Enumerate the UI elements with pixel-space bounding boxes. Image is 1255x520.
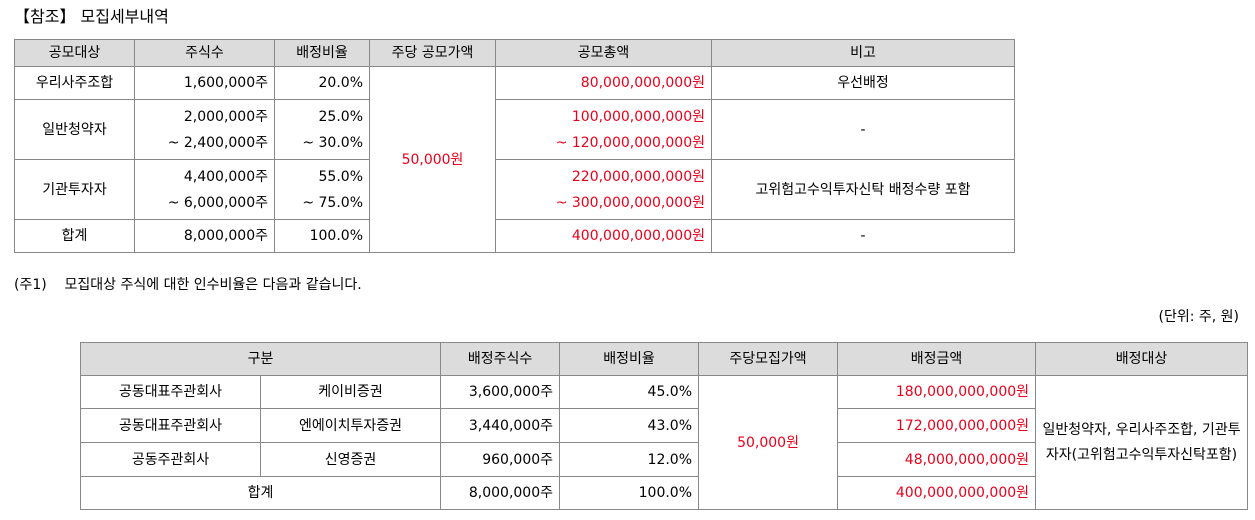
ratio-cell: 45.0% [559,375,700,409]
section-title: 【참조】 모집세부내역 [14,7,169,26]
header-ratio: 배정비율 [559,342,700,376]
target-cell: 합계 [14,219,135,253]
table-row: 공동대표주관회사 엔에이치투자증권 3,440,000주 43.0% 172,0… [80,408,1248,443]
total-cell: 400,000,000,000원 [495,219,712,253]
target-cell: 우리사주조합 [14,66,135,100]
remark-cell: 고위험고수익투자신탁 배정수량 포함 [711,159,1015,220]
table-header-row: 구분 배정주식수 배정비율 주당모집가액 배정금액 배정대상 [79,342,1249,376]
table-header-row: 공모대상 주식수 배정비율 주당 공모가액 공모총액 비고 [14,39,1015,67]
total-max: ~ 120,000,000,000원 [555,134,705,151]
header-remark: 비고 [711,39,1015,67]
total-max: ~ 300,000,000,000원 [555,194,705,211]
shares-max: ~ 6,000,000주 [167,194,268,211]
header-price: 주당모집가액 [698,342,839,376]
underwriting-table: 구분 배정주식수 배정비율 주당모집가액 배정금액 배정대상 공동대표주관회사 … [79,342,1249,510]
ratio-cell: 55.0% ~ 75.0% [274,159,370,220]
header-ratio: 배정비율 [274,39,370,67]
total-cell: 80,000,000,000원 [495,66,712,100]
firm-cell: 신영증권 [259,442,442,477]
shares-cell: 8,000,000주 [134,219,275,253]
shares-cell: 8,000,000주 [440,476,561,510]
table-row: 일반청약자 2,000,000주 ~ 2,400,000주 25.0% ~ 30… [14,99,1015,160]
header-target: 공모대상 [14,39,135,67]
ratio-cell: 25.0% ~ 30.0% [274,99,370,160]
firm-cell: 엔에이치투자증권 [259,408,442,443]
total-cell: 220,000,000,000원 ~ 300,000,000,000원 [495,159,712,220]
amount-cell: 48,000,000,000원 [837,442,1037,477]
header-price: 주당 공모가액 [369,39,496,67]
table-row: 공동대표주관회사 케이비증권 3,600,000주 45.0% 50,000원 … [80,375,1249,510]
shares-cell: 3,600,000주 [440,375,561,409]
unit-label: (단위: 주, 원) [1158,309,1239,325]
total-min: 100,000,000,000원 [571,108,705,125]
shares-min: 4,400,000주 [183,168,268,185]
ratio-cell: 12.0% [559,442,700,477]
table-row: 합계 8,000,000주 100.0% 400,000,000,000원 [79,476,1248,510]
shares-cell: 4,400,000주 ~ 6,000,000주 [134,159,275,220]
total-min: 220,000,000,000원 [571,168,705,185]
ratio-min: 55.0% [318,168,363,185]
role-cell: 공동대표주관회사 [80,375,261,409]
shares-max: ~ 2,400,000주 [167,134,268,151]
amount-cell: 180,000,000,000원 [837,375,1037,409]
header-target: 배정대상 [1035,342,1249,376]
shares-cell: 3,440,000주 [440,408,561,443]
shares-min: 2,000,000주 [183,108,268,125]
ratio-max: ~ 30.0% [302,134,363,151]
amount-cell: 400,000,000,000원 [837,476,1037,510]
remark-cell: 우선배정 [711,66,1015,100]
role-cell: 공동대표주관회사 [80,408,261,443]
remark-cell: - [711,219,1015,253]
ratio-cell: 20.0% [274,66,370,100]
table-row: 우리사주조합 1,600,000주 20.0% 50,000원 80,000,0… [14,66,1015,253]
shares-cell: 2,000,000주 ~ 2,400,000주 [134,99,275,160]
ratio-min: 25.0% [318,108,363,125]
footnote: (주1) 모집대상 주식에 대한 인수비율은 다음과 같습니다. [14,277,362,293]
ratio-cell: 43.0% [559,408,700,443]
price-cell: 50,000원 [698,375,839,510]
header-division: 구분 [79,342,442,376]
table-row: 공동주관회사 신영증권 960,000주 12.0% 48,000,000,00… [80,442,1248,477]
header-shares: 주식수 [134,39,275,67]
role-cell: 공동주관회사 [80,442,261,477]
total-label-cell: 합계 [79,476,442,510]
table-row: 기관투자자 4,400,000주 ~ 6,000,000주 55.0% ~ 75… [14,159,1015,220]
shares-cell: 960,000주 [440,442,561,477]
ratio-cell: 100.0% [559,476,700,510]
ratio-cell: 100.0% [274,219,370,253]
total-cell: 100,000,000,000원 ~ 120,000,000,000원 [495,99,712,160]
table-row: 합계 8,000,000주 100.0% 400,000,000,000원 - [14,219,1015,253]
target-cell: 일반청약자 [14,99,135,160]
amount-cell: 172,000,000,000원 [837,408,1037,443]
offering-detail-table: 공모대상 주식수 배정비율 주당 공모가액 공모총액 비고 우리사주조합 1,6… [14,39,1015,253]
header-amount: 배정금액 [837,342,1037,376]
remark-cell: - [711,99,1015,160]
firm-cell: 케이비증권 [259,375,442,409]
target-cell: 기관투자자 [14,159,135,220]
header-shares: 배정주식수 [440,342,561,376]
shares-cell: 1,600,000주 [134,66,275,100]
header-total: 공모총액 [495,39,712,67]
ratio-max: ~ 75.0% [302,194,363,211]
price-cell: 50,000원 [369,66,496,253]
target-cell: 일반청약자, 우리사주조합, 기관투자자(고위험고수익투자신탁포함) [1035,375,1249,510]
